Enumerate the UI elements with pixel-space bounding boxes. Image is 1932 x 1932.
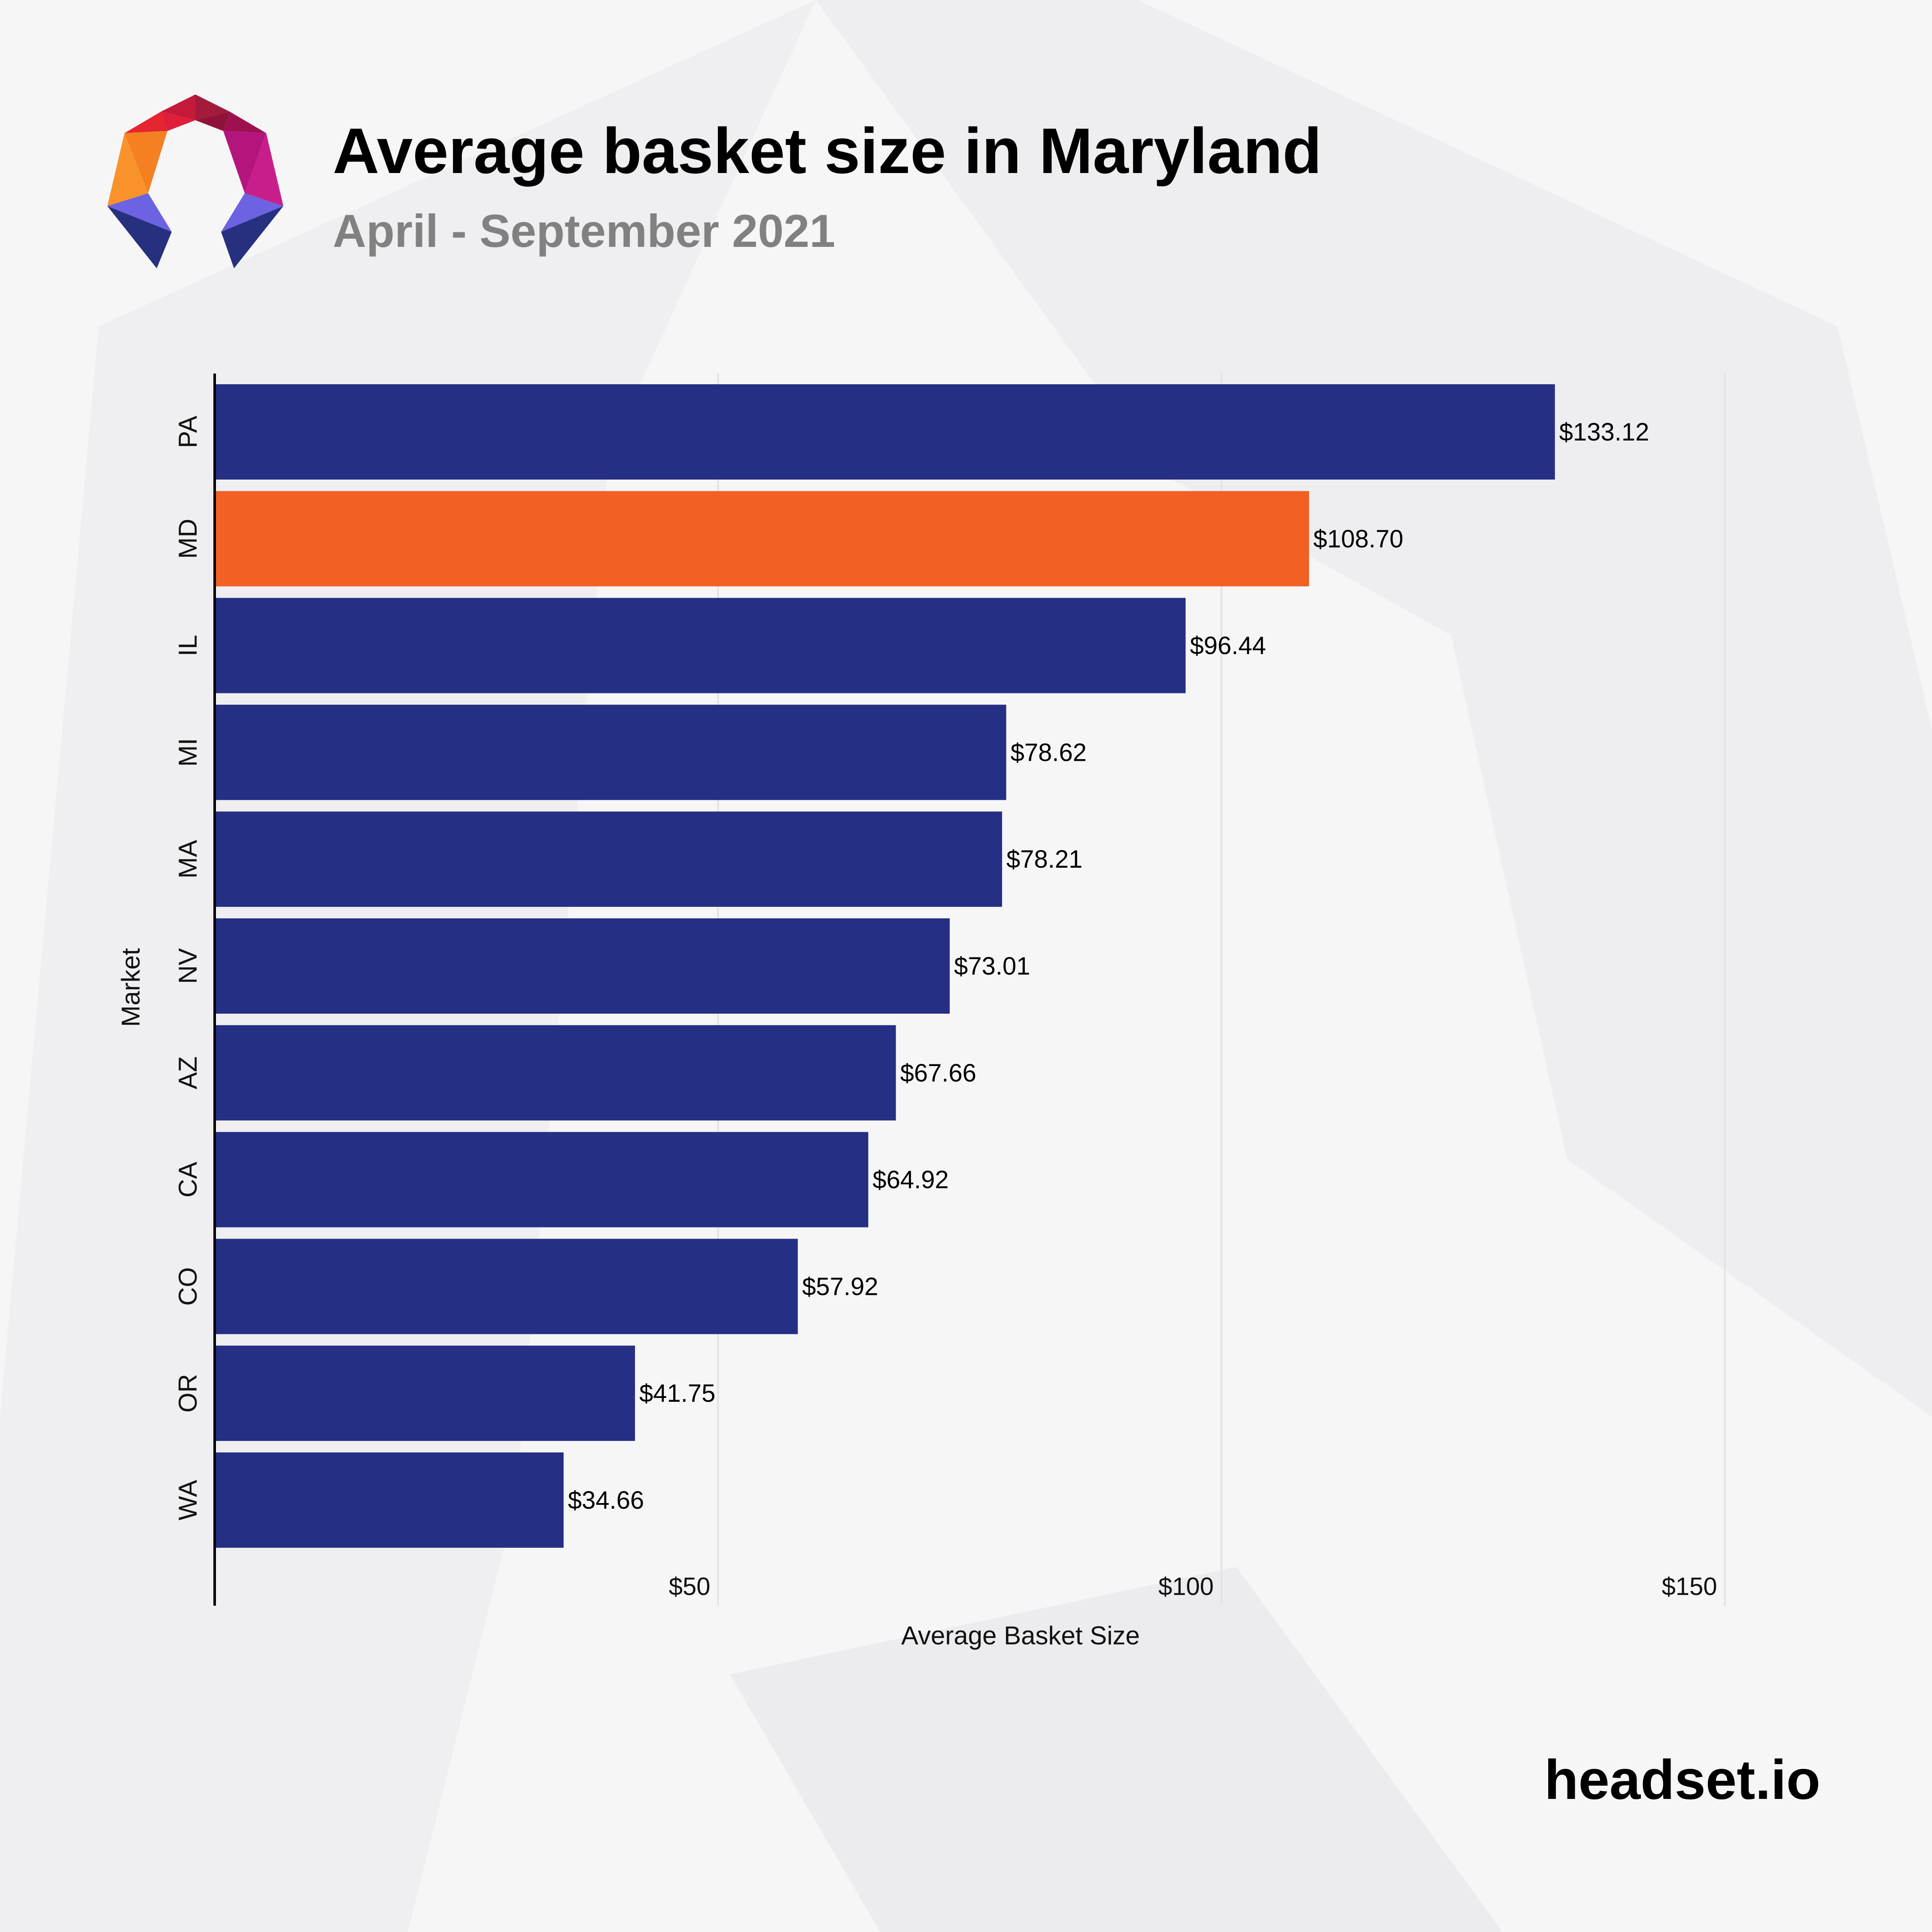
- category-label-or: OR: [173, 1374, 202, 1413]
- bar-az: [216, 1025, 896, 1121]
- category-labels: PA MD IL MI MA NV AZ CA CO OR WA: [173, 416, 202, 1520]
- headset-logo: [107, 94, 283, 268]
- category-label-mi: MI: [173, 738, 202, 767]
- value-label-md: $108.70: [1313, 525, 1403, 553]
- bar-il: [216, 598, 1186, 693]
- category-label-co: CO: [173, 1267, 202, 1306]
- bar-pa: [216, 384, 1555, 480]
- category-label-pa: PA: [173, 416, 202, 448]
- brand-wordmark: headset.io: [1544, 1748, 1820, 1811]
- category-label-wa: WA: [173, 1480, 202, 1520]
- x-tick-label: $50: [669, 1573, 711, 1601]
- value-labels: $133.12 $108.70 $96.44 $78.62 $78.21 $73.01 $6…: [568, 418, 1649, 1514]
- bar-co: [216, 1239, 798, 1334]
- category-label-nv: NV: [173, 948, 202, 984]
- chart-subtitle: April - September 2021: [333, 205, 835, 257]
- value-label-or: $41.75: [639, 1379, 715, 1407]
- bar-mi: [216, 705, 1006, 800]
- bar-wa: [216, 1452, 564, 1548]
- value-label-wa: $34.66: [568, 1486, 644, 1514]
- value-label-co: $57.92: [802, 1273, 878, 1300]
- bar-ca: [216, 1132, 869, 1227]
- value-label-az: $67.66: [900, 1059, 976, 1087]
- category-label-ca: CA: [173, 1162, 202, 1197]
- x-axis-title: Average Basket Size: [901, 1621, 1140, 1650]
- bar-ma: [216, 811, 1002, 907]
- value-label-pa: $133.12: [1559, 418, 1649, 446]
- x-tick-label: $150: [1662, 1573, 1717, 1601]
- chart-title: Average basket size in Maryland: [333, 115, 1322, 187]
- x-tick-labels: $50 $100 $150: [669, 1573, 1717, 1601]
- value-label-nv: $73.01: [954, 952, 1030, 980]
- bar-md: [216, 491, 1309, 586]
- category-label-ma: MA: [173, 840, 202, 878]
- category-label-az: AZ: [173, 1056, 202, 1089]
- bar-nv: [216, 918, 950, 1014]
- value-label-mi: $78.62: [1011, 738, 1087, 766]
- value-label-ma: $78.21: [1006, 845, 1082, 873]
- bars: [216, 384, 1555, 1548]
- y-axis-title: Market: [116, 948, 145, 1027]
- category-label-il: IL: [173, 635, 202, 656]
- bar-or: [216, 1346, 635, 1441]
- category-label-md: MD: [173, 519, 202, 559]
- value-label-ca: $64.92: [872, 1166, 948, 1194]
- value-label-il: $96.44: [1190, 632, 1266, 660]
- x-tick-label: $100: [1158, 1573, 1214, 1601]
